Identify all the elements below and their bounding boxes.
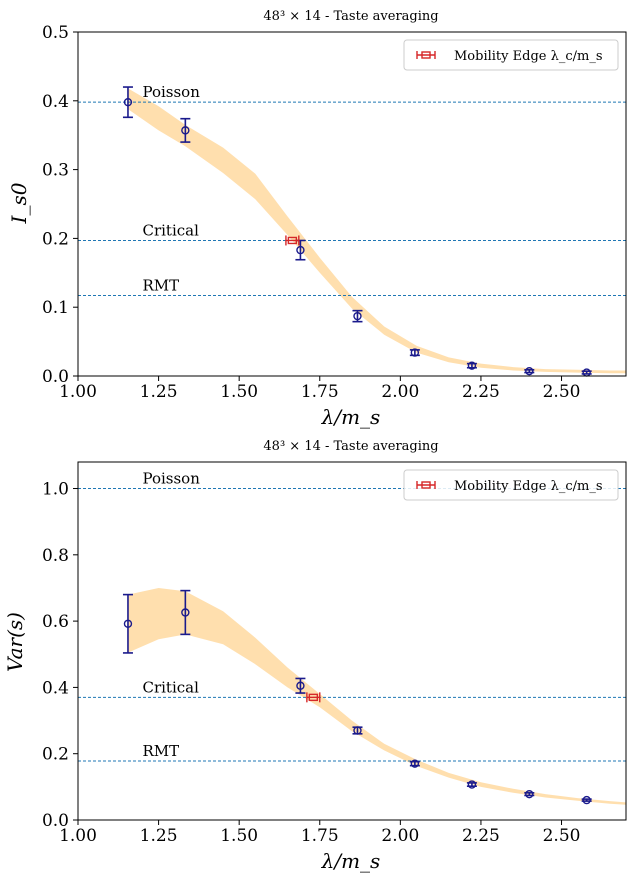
reference-label-poisson: Poisson	[142, 83, 200, 101]
y-tick-label: 0.2	[42, 229, 69, 249]
x-tick-label: 2.25	[462, 826, 500, 846]
data-point	[123, 619, 133, 628]
y-axis-label: I_s0	[7, 182, 31, 224]
x-tick-label: 1.25	[140, 826, 178, 846]
x-tick-label: 2.25	[462, 382, 500, 402]
x-tick-label: 1.00	[59, 826, 97, 846]
chart-title: 48³ × 14 - Taste averaging	[263, 9, 438, 24]
reference-label-critical: Critical	[142, 678, 199, 696]
data-point	[467, 780, 477, 789]
x-tick-label: 1.50	[220, 382, 258, 402]
y-tick-label: 0.2	[42, 745, 69, 765]
plot-frame	[77, 461, 627, 821]
x-axis-label: λ/m_s	[321, 405, 381, 429]
chart-bottom: 48³ × 14 - Taste averaging λ/m_s Var(s) …	[3, 439, 627, 873]
x-tick-label: 1.75	[301, 826, 339, 846]
data-point	[353, 726, 362, 735]
y-axis-label: Var(s)	[3, 612, 27, 672]
x-tick-label: 1.25	[140, 382, 178, 402]
data-point	[296, 245, 305, 255]
data-point	[296, 681, 305, 690]
data-point	[181, 608, 190, 617]
x-tick-label: 1.75	[301, 382, 339, 402]
y-tick-label: 0.4	[42, 92, 69, 112]
data-point	[410, 759, 420, 768]
data-point	[525, 789, 534, 799]
reference-label-rmt: RMT	[142, 277, 179, 295]
x-tick-label: 2.00	[381, 826, 419, 846]
confidence-band	[128, 88, 626, 374]
data-point	[525, 366, 534, 376]
reference-label-critical: Critical	[142, 221, 199, 239]
reference-label-poisson: Poisson	[142, 470, 200, 488]
data-point	[467, 361, 477, 370]
data-point	[123, 97, 133, 107]
x-tick-label: 1.50	[220, 826, 258, 846]
mobility-edge-marker	[308, 693, 319, 702]
legend-marker	[421, 51, 431, 59]
x-tick-label: 2.50	[543, 826, 581, 846]
legend-box	[403, 39, 619, 71]
data-point	[181, 126, 190, 135]
x-axis-label: λ/m_s	[321, 849, 381, 873]
y-tick-label: 0.1	[42, 298, 69, 318]
x-tick-label: 1.00	[59, 382, 97, 402]
data-point	[582, 795, 591, 805]
chart-title: 48³ × 14 - Taste averaging	[263, 439, 438, 454]
x-tick-label: 2.00	[381, 382, 419, 402]
confidence-band	[128, 588, 626, 805]
plot-frame	[77, 31, 627, 377]
legend-box	[403, 469, 619, 501]
data-point	[353, 311, 362, 321]
y-tick-label: 0.8	[42, 546, 69, 566]
y-tick-label: 0.0	[42, 811, 69, 831]
legend-label: Mobility Edge λ_c/m_s	[454, 479, 603, 494]
y-tick-label: 1.0	[42, 480, 69, 500]
legend-marker	[421, 481, 431, 489]
mobility-edge-marker	[287, 236, 298, 245]
y-tick-label: 0.6	[42, 612, 69, 632]
y-tick-label: 0.3	[42, 161, 69, 181]
legend-label: Mobility Edge λ_c/m_s	[454, 49, 603, 64]
data-point	[410, 348, 420, 357]
reference-label-rmt: RMT	[142, 742, 179, 760]
y-tick-label: 0.5	[42, 23, 69, 43]
y-tick-label: 0.0	[42, 367, 69, 387]
chart-top: 48³ × 14 - Taste averaging λ/m_s I_s0 Po…	[7, 9, 627, 429]
x-tick-label: 2.50	[543, 382, 581, 402]
y-tick-label: 0.4	[42, 678, 69, 698]
